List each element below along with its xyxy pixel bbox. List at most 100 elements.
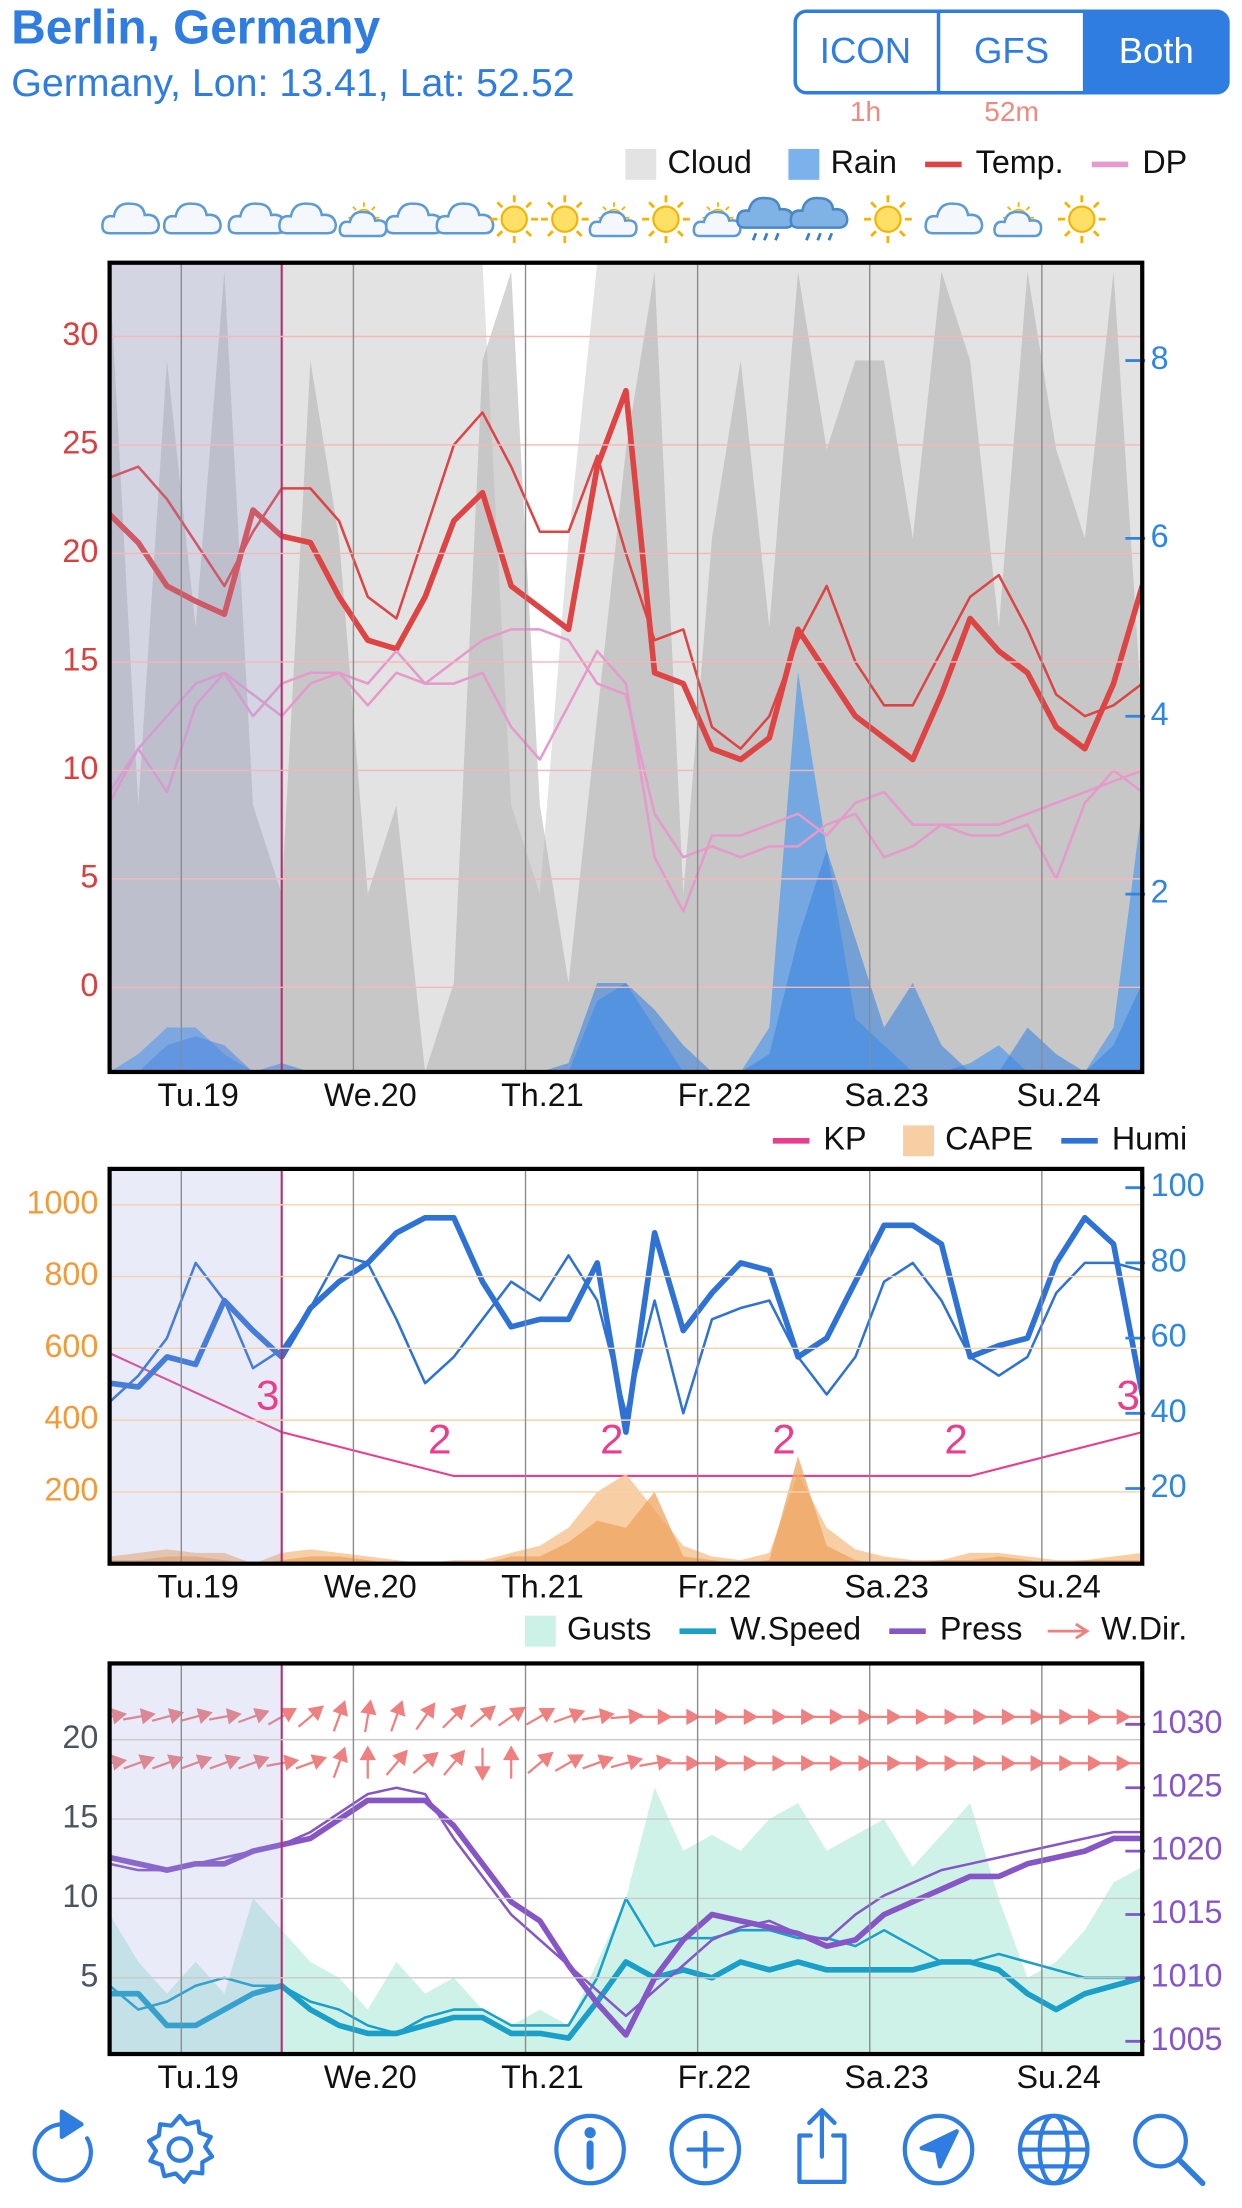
wind-arrow: [1126, 1762, 1143, 1765]
model-icon[interactable]: ICON: [820, 30, 911, 71]
x-tick-label: Su.24: [1016, 2059, 1100, 2095]
share-button[interactable]: [797, 2108, 847, 2184]
x-tick-label: Th.21: [501, 1569, 584, 1605]
area-series: [109, 849, 1143, 1072]
wind-arrow: [725, 1754, 759, 1772]
legend-swatch: [625, 148, 657, 180]
x-tick-label: We.20: [324, 1569, 417, 1605]
wind-arrow: [1098, 1708, 1132, 1726]
wind-arrow: [389, 1700, 406, 1732]
y-tick-label: 10: [62, 1878, 98, 1914]
wind-arrow: [238, 1754, 270, 1770]
info-button[interactable]: [554, 2113, 626, 2186]
x-tick-label: Sa.23: [844, 2059, 928, 2095]
toolbar: [32, 2108, 1206, 2187]
weather-icon: [162, 202, 222, 235]
wind-arrow: [954, 1708, 988, 1726]
wind-arrow: [610, 1754, 644, 1771]
legend-label: KP: [823, 1120, 866, 1156]
y2-tick-label: 1015: [1151, 1894, 1223, 1930]
chart-panel: Tu.19 We.20 Th.21 Fr.22 Sa.23 Su.245101520100…: [62, 1611, 1222, 2095]
wind-arrow: [897, 1754, 931, 1772]
plot-area: [109, 262, 1143, 1072]
x-tick-label: Sa.23: [844, 1569, 928, 1605]
weather-icon: [1056, 193, 1108, 245]
wind-arrow: [753, 1708, 788, 1726]
weather-icon: [101, 202, 161, 235]
wind-arrow: [527, 1751, 554, 1774]
wind-arrow: [208, 1708, 242, 1725]
wind-arrow: [359, 1745, 377, 1779]
refresh-button[interactable]: [32, 2109, 93, 2183]
weather-icon: [539, 193, 591, 245]
wind-arrow: [180, 1754, 213, 1770]
add-button[interactable]: [669, 2113, 742, 2186]
y2-tick-label: 1020: [1151, 1831, 1223, 1867]
y2-tick-label: 1030: [1151, 1704, 1223, 1740]
weather-icon: [340, 202, 387, 236]
y2-tick-label: 100: [1151, 1167, 1205, 1203]
legend-swatch: [524, 1615, 556, 1647]
settings-button[interactable]: [146, 2113, 215, 2184]
y-tick-label: 200: [44, 1471, 98, 1507]
data-label: 2: [600, 1415, 623, 1462]
wind-arrow: [839, 1708, 874, 1726]
y-tick-label: 15: [62, 1799, 98, 1835]
wind-arrow: [412, 1751, 439, 1774]
weather-icon: [789, 196, 849, 242]
x-tick-label: Fr.22: [678, 1077, 752, 1113]
wind-arrow: [925, 1708, 960, 1726]
y2-tick-label: 1005: [1151, 2021, 1223, 2057]
wind-arrow: [525, 1707, 556, 1726]
x-tick-label: Tu.19: [157, 2059, 238, 2095]
plot-frame: [107, 1661, 1145, 2057]
wind-arrow: [152, 1754, 184, 1770]
legend-label: Humi: [1112, 1120, 1187, 1156]
model-gfs[interactable]: GFS: [974, 30, 1049, 71]
weather-icon: [862, 193, 914, 245]
chart-panel: 3 2 2 2 2 3 Tu.19 We.20 Th.21 Fr.22 Sa.23 Su.24 200 4…: [27, 1120, 1205, 1604]
locate-button[interactable]: [902, 2113, 975, 2186]
location-title: Berlin, Germany: [11, 2, 380, 55]
model-age: 52m: [984, 96, 1039, 127]
y-tick-label: 1000: [27, 1184, 99, 1220]
plot-frame: [107, 260, 1145, 1075]
wind-arrow: [360, 1699, 377, 1733]
model-both[interactable]: Both: [1119, 30, 1194, 71]
data-label: 3: [256, 1372, 279, 1419]
legend-label: CAPE: [945, 1120, 1033, 1156]
y2-tick-label: 2: [1151, 874, 1169, 910]
legend-label: Rain: [831, 144, 897, 180]
globe-button[interactable]: [1017, 2113, 1090, 2186]
wind-arrow: [332, 1700, 348, 1732]
wind-arrow: [553, 1708, 586, 1724]
wind-arrow: [1040, 1754, 1074, 1772]
wind-arrow: [109, 1708, 128, 1725]
weather-icon: [640, 193, 692, 245]
x-tick-label: We.20: [324, 1077, 417, 1113]
y-tick-label: 600: [44, 1328, 98, 1364]
weather-icon: [384, 202, 444, 235]
area-series: [109, 1456, 1143, 1564]
area-series: [109, 1473, 1143, 1564]
wind-arrow: [297, 1705, 324, 1728]
search-button[interactable]: [1133, 2113, 1206, 2187]
wind-arrow: [581, 1708, 615, 1725]
past-region: [109, 1663, 282, 2055]
plot-area: [109, 1168, 1143, 1564]
data-label: 2: [772, 1415, 795, 1462]
wind-arrow: [238, 1708, 270, 1724]
wind-arrow: [385, 1749, 408, 1776]
wind-arrow: [811, 1754, 845, 1772]
wind-arrow: [109, 1754, 128, 1771]
wind-arrow: [983, 1708, 1017, 1726]
wind-arrow: [474, 1747, 491, 1781]
past-region: [109, 1168, 282, 1564]
data-label: 2: [428, 1415, 451, 1462]
y2-tick-label: 6: [1151, 518, 1169, 554]
x-tick-label: Fr.22: [678, 1569, 752, 1605]
y-tick-label: 400: [44, 1400, 98, 1436]
y-tick-label: 800: [44, 1256, 98, 1292]
weather-icon: [994, 202, 1041, 236]
wind-arrow: [782, 1708, 816, 1726]
